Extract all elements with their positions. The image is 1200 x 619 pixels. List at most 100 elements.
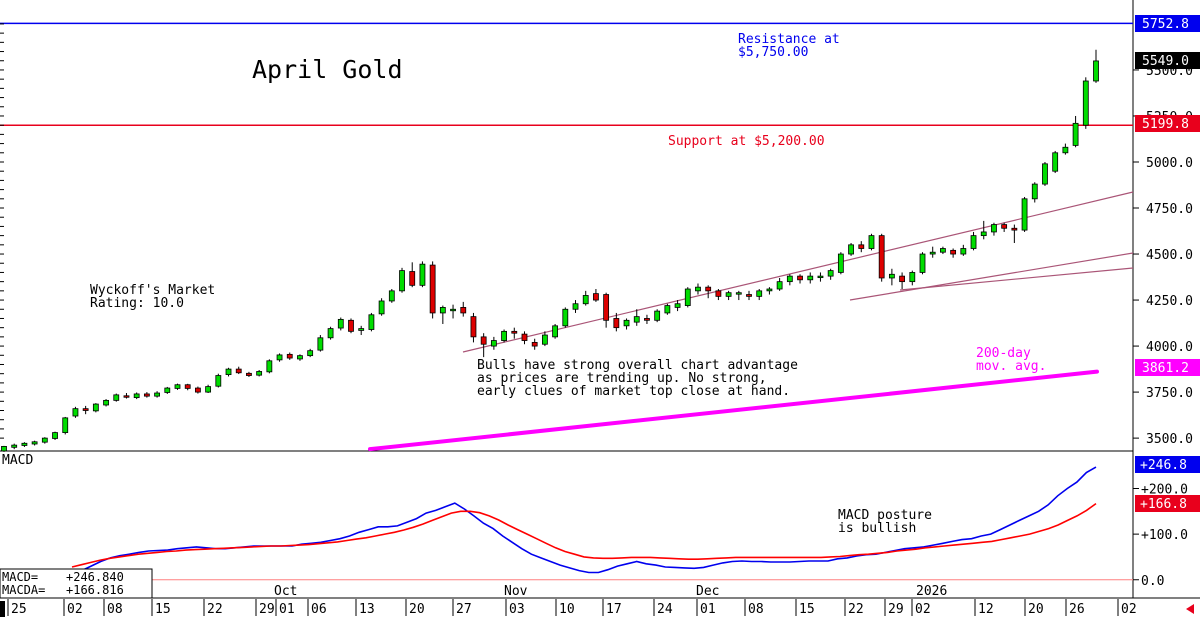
candle-body-up [1042,163,1048,185]
candle-body-up [297,355,303,360]
candle-body-up [664,305,671,314]
candle-body-up [11,444,18,448]
candle [490,336,497,350]
candle [991,222,997,236]
candle-body-down [521,333,528,341]
candle [276,353,283,362]
candle-body-down [1011,227,1018,231]
x-tick-label: 26 [1069,602,1085,617]
candle-body-up [848,244,854,255]
last-price-tag-text: 5549.0 [1142,54,1189,69]
x-tick-label: 08 [107,602,123,617]
x-tick-label: 20 [409,602,425,617]
candle-body-down [899,275,905,283]
candle [205,384,212,394]
x-tick-label: 02 [915,602,931,617]
candle-body-down [644,318,650,321]
macd-y-axis: +200.0 +100.0 0.0 [1133,483,1188,589]
candle-body-up [72,408,79,417]
candle [174,383,181,390]
candle [419,261,426,288]
scroll-right-arrow-icon[interactable] [1186,604,1194,614]
trendlines [462,191,1134,353]
trendline-1 [462,191,1134,353]
candle [725,290,732,301]
resistance-label-1: Resistance at [738,32,840,47]
candle-body-up [684,288,691,306]
candle-body-down [246,372,252,376]
candle-body-up [582,295,589,305]
candle [1052,150,1059,174]
candle-body-up [41,437,48,443]
candle [756,289,763,301]
candle-body-up [439,307,446,314]
candle-body-down [123,395,130,398]
commentary-line-3: early clues of market top close at hand. [477,384,790,399]
trendline-2 [849,252,1134,301]
macda-tag: +166.8 [1135,495,1200,512]
candle [552,323,559,339]
candle-body-up [307,350,314,357]
macd-tick-label: +200.0 [1141,483,1188,498]
x-tick-label: 17 [606,602,622,617]
candle [72,406,79,418]
candle-body-down [705,286,712,292]
commentary-line-1: Bulls have strong overall chart advantag… [477,358,798,373]
macd-value-box: MACD= +246.840 MACDA= +166.816 [0,568,153,599]
candle-body-up [1093,60,1099,82]
candle [164,386,171,394]
last-price-tag: 5549.0 [1135,52,1200,69]
candle [409,262,416,288]
date-x-axis: 25 02 08 15 22 29 01 06 13 20 27 03 10 17 24 01 08 15 22 29… [7,584,1137,617]
candle [1031,182,1038,203]
resistance-tag: 5752.8 [1135,15,1200,32]
candle [225,367,232,377]
month-label: 2026 [916,584,947,599]
candle [541,331,548,347]
candle [868,233,875,251]
macd-series-macda [71,502,1097,568]
candle-body-up [337,318,344,329]
commentary-line-2: as prices are trending up. No strong, [477,371,767,386]
candle [613,312,620,332]
x-tick-label: 24 [657,602,673,617]
candle [674,300,681,312]
candle-body-up [92,403,99,412]
candle [715,289,722,301]
candle [1,445,7,452]
x-tick-label: 22 [207,602,223,617]
candle [195,386,201,394]
x-tick-label: 29 [888,602,904,617]
candle-body-up [817,275,824,279]
candle-body-up [205,386,212,393]
candle [286,352,293,360]
candle [31,440,38,446]
candle [1042,161,1048,186]
candle [695,283,701,295]
candle [970,231,977,251]
candle [705,285,712,299]
x-tick-label: 15 [799,602,815,617]
candle-body-up [1,445,7,452]
x-tick-label: 02 [1121,602,1137,617]
macd-value: +246.840 [66,570,124,584]
candle [297,354,303,361]
candle-body-up [327,328,334,339]
candle [235,366,242,375]
candle-body-up [735,292,742,295]
candle [888,268,895,286]
y-tick-label: 4750.0 [1146,202,1193,217]
candle [929,246,936,258]
ma200-label-1: 200-day [976,346,1031,361]
candle-body-down [593,293,599,301]
candle-body-up [868,235,875,249]
candle-body-up [21,442,28,446]
ma200-tag-text: 3861.2 [1142,361,1189,376]
y-tick-label: 3750.0 [1146,386,1193,401]
candle [215,373,222,388]
candle [603,292,610,328]
candle-body-up [133,393,140,399]
candle [684,287,691,308]
cursor-marker [0,601,5,617]
candle-body-down [950,249,957,255]
